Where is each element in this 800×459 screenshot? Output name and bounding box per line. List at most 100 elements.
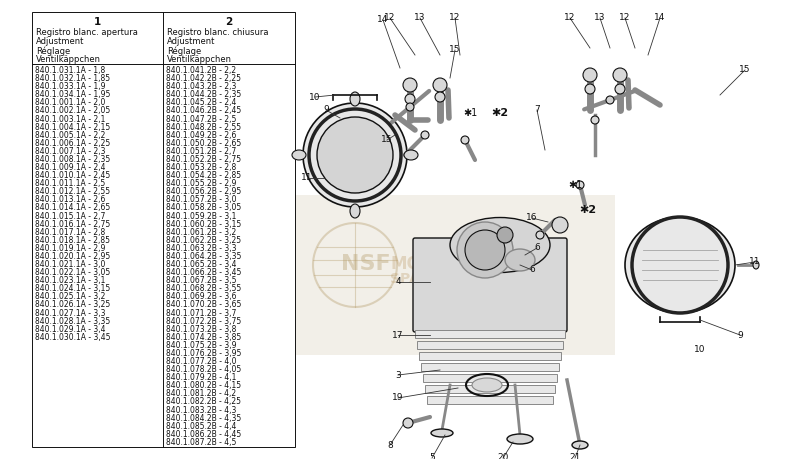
Bar [415,330,565,338]
Circle shape [465,230,505,270]
Text: 840.1.069.2B - 3,6: 840.1.069.2B - 3,6 [166,292,237,302]
Text: 9: 9 [737,330,743,340]
Text: 840.1.030.1A - 3,45: 840.1.030.1A - 3,45 [35,333,110,342]
Text: 15: 15 [739,66,750,74]
Circle shape [405,94,415,104]
Text: Adjustment: Adjustment [36,37,84,46]
Text: 840.1.012.1A - 2,55: 840.1.012.1A - 2,55 [35,187,110,196]
Circle shape [552,217,568,233]
Text: 20: 20 [498,453,509,459]
Circle shape [403,418,413,428]
Text: 840.1.071.2B - 3,7: 840.1.071.2B - 3,7 [166,308,236,318]
Text: 15: 15 [382,135,393,145]
Text: 1: 1 [94,17,101,27]
Text: 840.1.034.1A - 1,95: 840.1.034.1A - 1,95 [35,90,110,99]
Bar [423,374,557,382]
Text: 840.1.079.2B - 4,1: 840.1.079.2B - 4,1 [166,373,236,382]
Text: 840.1.010.1A - 2,45: 840.1.010.1A - 2,45 [35,171,110,180]
Text: 21: 21 [570,453,581,459]
Ellipse shape [303,103,407,207]
Text: 840.1.048.2B - 2,55: 840.1.048.2B - 2,55 [166,123,241,132]
Circle shape [615,84,625,94]
Text: 840.1.083.2B - 4,3: 840.1.083.2B - 4,3 [166,406,236,414]
Text: 840.1.016.1A - 2,75: 840.1.016.1A - 2,75 [35,219,110,229]
Text: 840.1.044.2B - 2,35: 840.1.044.2B - 2,35 [166,90,242,99]
Text: 5: 5 [429,453,435,459]
Text: 840.1.006.1A - 2,25: 840.1.006.1A - 2,25 [35,139,110,148]
Text: ✱1: ✱1 [568,180,582,190]
Text: 840.1.001.1A - 2,0: 840.1.001.1A - 2,0 [35,98,106,107]
Text: 840.1.076.2B - 3,95: 840.1.076.2B - 3,95 [166,349,242,358]
Circle shape [576,181,584,189]
Text: 840.1.059.2B - 3,1: 840.1.059.2B - 3,1 [166,212,236,220]
Text: 840.1.082.2B - 4,25: 840.1.082.2B - 4,25 [166,397,241,407]
Text: 840.1.027.1A - 3,3: 840.1.027.1A - 3,3 [35,308,106,318]
Text: Ventilkäppchen: Ventilkäppchen [36,55,101,64]
Text: 840.1.021.1A - 3,0: 840.1.021.1A - 3,0 [35,260,106,269]
Text: 8: 8 [387,441,393,449]
Text: 12: 12 [384,13,396,22]
Ellipse shape [450,218,550,273]
Text: 840.1.015.1A - 2,7: 840.1.015.1A - 2,7 [35,212,106,220]
Text: Réglage: Réglage [167,46,202,56]
Bar [421,363,559,371]
Text: 840.1.063.2B - 3,3: 840.1.063.2B - 3,3 [166,244,237,253]
Text: ✱2: ✱2 [491,108,509,118]
Circle shape [606,96,614,104]
Text: 10: 10 [694,346,706,354]
Text: 9: 9 [323,106,329,114]
Text: 840.1.058.2B - 3,05: 840.1.058.2B - 3,05 [166,203,242,213]
Text: 13: 13 [594,13,606,22]
Text: 840.1.045.2B - 2,4: 840.1.045.2B - 2,4 [166,98,236,107]
Text: Adjustment: Adjustment [167,37,215,46]
Text: 6: 6 [529,265,535,274]
Text: 14: 14 [654,13,666,22]
Text: 16: 16 [526,213,538,223]
Text: 840.1.004.1A - 2,15: 840.1.004.1A - 2,15 [35,123,110,132]
Text: 10: 10 [310,93,321,101]
Text: 840.1.074.2B - 3,85: 840.1.074.2B - 3,85 [166,333,242,342]
Text: 840.1.073.2B - 3,8: 840.1.073.2B - 3,8 [166,325,236,334]
Text: 840.1.026.1A - 3,25: 840.1.026.1A - 3,25 [35,301,110,309]
Text: 840.1.087.2B - 4,5: 840.1.087.2B - 4,5 [166,438,236,447]
Text: 840.1.062.2B - 3,25: 840.1.062.2B - 3,25 [166,236,241,245]
Text: 840.1.051.2B - 2,7: 840.1.051.2B - 2,7 [166,147,236,156]
Text: 840.1.033.1A - 1,9: 840.1.033.1A - 1,9 [35,82,106,91]
Text: 840.1.057.2B - 3,0: 840.1.057.2B - 3,0 [166,196,237,204]
Text: 840.1.011.1A - 2,5: 840.1.011.1A - 2,5 [35,179,106,188]
Circle shape [591,116,599,124]
Text: 7: 7 [534,106,540,114]
Circle shape [433,78,447,92]
Circle shape [613,68,627,82]
Bar [419,352,561,360]
Text: 840.1.022.1A - 3,05: 840.1.022.1A - 3,05 [35,268,110,277]
Text: 840.1.086.2B - 4,45: 840.1.086.2B - 4,45 [166,430,242,439]
Text: 14: 14 [378,16,389,24]
Circle shape [585,84,595,94]
Ellipse shape [472,378,502,392]
Text: 840.1.070.2B - 3,65: 840.1.070.2B - 3,65 [166,301,242,309]
Text: 840.1.029.1A - 3,4: 840.1.029.1A - 3,4 [35,325,106,334]
Text: 840.1.077.2B - 4,0: 840.1.077.2B - 4,0 [166,357,237,366]
Text: 840.1.065.2B - 3,4: 840.1.065.2B - 3,4 [166,260,237,269]
Text: 12: 12 [450,13,461,22]
Circle shape [403,78,417,92]
Text: Registro blanc. apertura: Registro blanc. apertura [36,28,138,37]
Ellipse shape [292,150,306,160]
Text: 3: 3 [395,370,401,380]
Text: 840.1.078.2B - 4,05: 840.1.078.2B - 4,05 [166,365,242,374]
Text: SPARE PARTS: SPARE PARTS [390,272,494,286]
Text: 13: 13 [414,13,426,22]
Text: 840.1.052.2B - 2,75: 840.1.052.2B - 2,75 [166,155,241,164]
Text: ✱1: ✱1 [463,108,477,118]
Bar [32,12,295,447]
Text: 11: 11 [750,257,761,267]
Circle shape [536,231,544,239]
Text: 840.1.013.1A - 2,6: 840.1.013.1A - 2,6 [35,196,106,204]
Text: 840.1.061.2B - 3,2: 840.1.061.2B - 3,2 [166,228,236,237]
Text: 11: 11 [302,174,313,183]
Ellipse shape [753,261,759,269]
Text: Ventilkäppchen: Ventilkäppchen [167,55,232,64]
Text: 840.1.064.2B - 3,35: 840.1.064.2B - 3,35 [166,252,242,261]
Text: 840.1.060.2B - 3,15: 840.1.060.2B - 3,15 [166,219,242,229]
